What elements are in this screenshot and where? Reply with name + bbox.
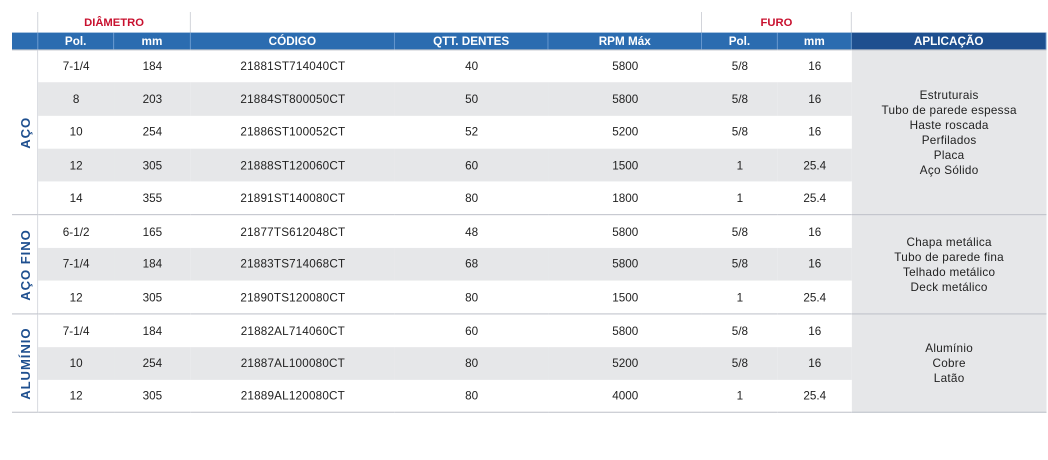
cell-teeth: 68: [394, 247, 549, 281]
cell-pol: 8: [38, 82, 115, 116]
cell-code: 21887AL100080CT: [190, 346, 395, 380]
cell-bore-pol: 5/8: [701, 82, 778, 116]
cell-bore-pol: 1: [701, 280, 778, 314]
cell-teeth: 80: [394, 379, 549, 413]
top-spacer-mid: [191, 12, 702, 33]
cell-pol: 14: [38, 181, 115, 215]
header-qtt-dentes: QTT. DENTES: [394, 32, 549, 50]
header-rpm-max: RPM Máx: [548, 32, 702, 50]
cell-pol: 12: [38, 148, 115, 182]
cell-pol: 7-1/4: [38, 247, 115, 281]
top-spacer: [12, 12, 39, 33]
group-label-aco: AÇO: [12, 49, 39, 215]
cell-bore-mm: 16: [777, 313, 852, 347]
cell-code: 21886ST100052CT: [190, 115, 395, 149]
cell-rpm: 5800: [548, 49, 702, 83]
furo-heading: FURO: [702, 12, 852, 33]
cell-mm: 203: [114, 82, 191, 116]
cell-code: 21881ST714040CT: [190, 49, 395, 83]
cell-mm: 355: [114, 181, 191, 215]
cell-pol: 12: [38, 379, 115, 413]
cell-bore-pol: 1: [701, 181, 778, 215]
cell-bore-mm: 16: [777, 346, 852, 380]
group-label-aluminio: ALUMÍNIO: [12, 313, 39, 413]
cell-bore-mm: 25.4: [777, 181, 852, 215]
application-aluminio: Alumínio Cobre Latão: [851, 313, 1047, 413]
cell-mm: 254: [114, 115, 191, 149]
cell-teeth: 40: [394, 49, 549, 83]
header-mm: mm: [114, 32, 191, 50]
cell-bore-pol: 5/8: [701, 313, 778, 347]
cell-pol: 7-1/4: [38, 313, 115, 347]
header-furo-mm: mm: [777, 32, 852, 50]
cell-code: 21891ST140080CT: [190, 181, 395, 215]
cell-mm: 184: [114, 49, 191, 83]
cell-code: 21884ST800050CT: [190, 82, 395, 116]
cell-bore-mm: 16: [777, 214, 852, 248]
cell-bore-pol: 5/8: [701, 115, 778, 149]
cell-rpm: 5800: [548, 313, 702, 347]
cell-teeth: 80: [394, 181, 549, 215]
cell-pol: 10: [38, 115, 115, 149]
cell-teeth: 80: [394, 346, 549, 380]
cell-mm: 305: [114, 280, 191, 314]
cell-pol: 6-1/2: [38, 214, 115, 248]
cell-rpm: 5800: [548, 247, 702, 281]
cell-bore-mm: 16: [777, 247, 852, 281]
header-codigo: CÓDIGO: [190, 32, 395, 50]
cell-bore-pol: 5/8: [701, 49, 778, 83]
cell-teeth: 60: [394, 313, 549, 347]
cell-code: 21889AL120080CT: [190, 379, 395, 413]
cell-rpm: 4000: [548, 379, 702, 413]
cell-mm: 305: [114, 379, 191, 413]
header-pol: Pol.: [38, 32, 115, 50]
cell-teeth: 50: [394, 82, 549, 116]
cell-bore-mm: 16: [777, 49, 852, 83]
cell-mm: 254: [114, 346, 191, 380]
cell-bore-pol: 5/8: [701, 214, 778, 248]
cell-code: 21877TS612048CT: [190, 214, 395, 248]
product-table: DIÂMETRO FURO Pol. mm CÓDIGO QTT. DENTES…: [12, 12, 1047, 413]
cell-code: 21888ST120060CT: [190, 148, 395, 182]
group-label-aco-fino: AÇO FINO: [12, 214, 39, 314]
cell-bore-mm: 16: [777, 82, 852, 116]
cell-bore-pol: 5/8: [701, 247, 778, 281]
cell-rpm: 1500: [548, 148, 702, 182]
cell-bore-pol: 1: [701, 379, 778, 413]
cell-pol: 7-1/4: [38, 49, 115, 83]
cell-teeth: 52: [394, 115, 549, 149]
header-aplicacao: APLICAÇÃO: [851, 32, 1047, 50]
top-spacer-end: [852, 12, 1047, 33]
cell-bore-mm: 25.4: [777, 379, 852, 413]
diametro-heading: DIÂMETRO: [38, 12, 191, 33]
application-aco: Estruturais Tubo de parede espessa Haste r…: [851, 49, 1047, 215]
cell-bore-mm: 25.4: [777, 280, 852, 314]
cell-mm: 165: [114, 214, 191, 248]
header-group-spacer: [12, 32, 39, 50]
cell-code: 21883TS714068CT: [190, 247, 395, 281]
cell-bore-pol: 5/8: [701, 346, 778, 380]
cell-rpm: 1800: [548, 181, 702, 215]
cell-pol: 12: [38, 280, 115, 314]
cell-code: 21882AL714060CT: [190, 313, 395, 347]
cell-rpm: 5800: [548, 82, 702, 116]
cell-code: 21890TS120080CT: [190, 280, 395, 314]
application-aco-fino: Chapa metálica Tubo de parede fina Telhado…: [851, 214, 1047, 314]
cell-teeth: 48: [394, 214, 549, 248]
cell-pol: 10: [38, 346, 115, 380]
cell-teeth: 80: [394, 280, 549, 314]
cell-rpm: 5800: [548, 214, 702, 248]
cell-mm: 305: [114, 148, 191, 182]
cell-teeth: 60: [394, 148, 549, 182]
cell-bore-pol: 1: [701, 148, 778, 182]
cell-bore-mm: 25.4: [777, 148, 852, 182]
cell-rpm: 5200: [548, 346, 702, 380]
header-furo-pol: Pol.: [701, 32, 778, 50]
cell-mm: 184: [114, 313, 191, 347]
cell-rpm: 5200: [548, 115, 702, 149]
cell-rpm: 1500: [548, 280, 702, 314]
cell-bore-mm: 16: [777, 115, 852, 149]
cell-mm: 184: [114, 247, 191, 281]
